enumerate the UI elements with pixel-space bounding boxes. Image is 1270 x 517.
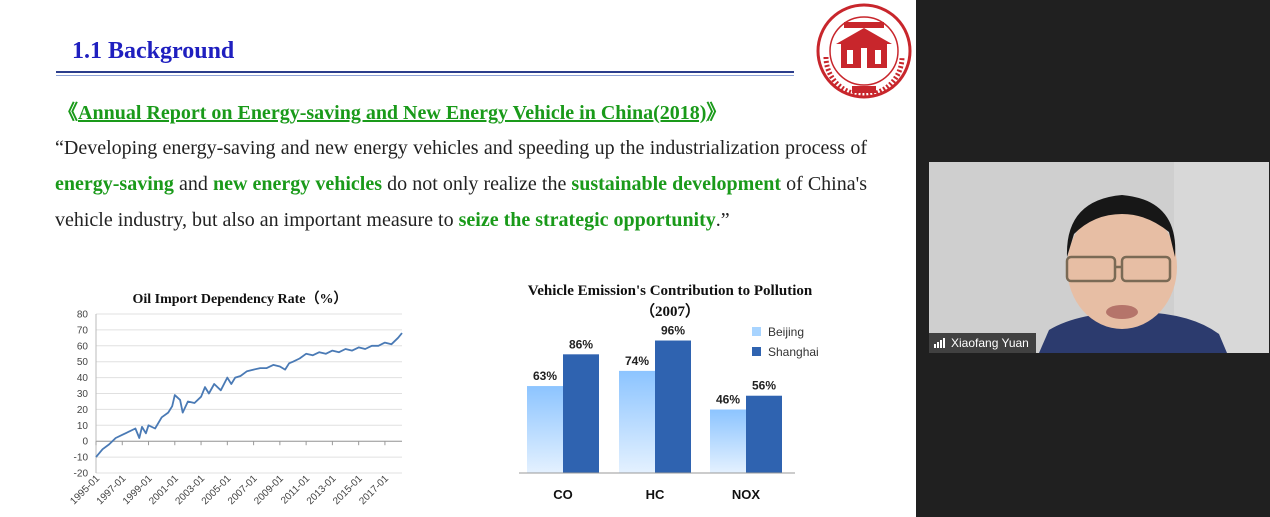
bar	[746, 395, 782, 473]
x-category-label: HC	[646, 487, 665, 502]
data-label: 74%	[625, 354, 649, 368]
x-category-label: NOX	[732, 487, 761, 502]
y-tick-label: 80	[77, 310, 89, 321]
y-tick-label: -10	[74, 453, 89, 464]
quote-paragraph: “Developing energy-saving and new energy…	[55, 130, 867, 238]
y-tick-label: 20	[77, 405, 89, 416]
report-reference: 《Annual Report on Energy-saving and New …	[58, 96, 726, 125]
legend-label: Beijing	[768, 325, 804, 339]
quote-text: “Developing energy-saving and new energy…	[55, 137, 867, 159]
legend-swatch	[752, 327, 761, 336]
report-open-bracket: 《	[58, 102, 78, 124]
y-tick-label: 60	[77, 341, 89, 352]
participant-video-feed	[929, 162, 1269, 353]
heading-rule	[56, 71, 794, 73]
university-seal-logo	[816, 3, 912, 99]
x-category-label: CO	[553, 487, 573, 502]
y-tick-label: 50	[77, 357, 89, 368]
data-label: 56%	[752, 379, 776, 393]
report-title: Annual Report on Energy-saving and New E…	[78, 102, 707, 124]
participant-video-tile[interactable]: Xiaofang Yuan	[929, 162, 1269, 353]
report-close-bracket: 》	[706, 102, 727, 124]
quote-highlight: energy-saving	[55, 173, 174, 195]
bar	[563, 354, 599, 473]
series-line	[95, 332, 403, 458]
quote-text: of China's vehicle industry, but also an…	[55, 173, 867, 231]
heading-rule-thin	[56, 75, 794, 76]
quote-highlight: new energy vehicles	[212, 173, 383, 195]
legend-swatch	[752, 347, 761, 356]
y-tick-label: 70	[77, 325, 89, 336]
participant-name: Xiaofang Yuan	[951, 336, 1029, 350]
y-tick-label: 30	[77, 389, 89, 400]
quote-text: and	[173, 173, 213, 195]
oil-import-line-chart: Oil Import Dependency Rate（%） 80 70 60 50 40 3…	[68, 291, 403, 507]
bar	[710, 409, 746, 473]
chart-title: Vehicle Emission's Contribution to Pollu…	[528, 283, 813, 299]
quote-text: do not only realize the	[382, 173, 572, 195]
y-tick-label: 40	[77, 373, 89, 384]
participant-name-tag: Xiaofang Yuan	[929, 333, 1036, 353]
legend-label: Shanghai	[768, 345, 819, 359]
emission-bar-chart: Vehicle Emission's Contribution to Pollu…	[519, 283, 819, 502]
signal-bars-icon	[934, 338, 945, 348]
quote-highlight: seize the strategic opportunity	[458, 209, 716, 231]
bar	[527, 386, 563, 473]
quote-highlight: sustainable development	[571, 173, 781, 195]
bar	[655, 340, 691, 473]
data-label: 86%	[569, 337, 593, 351]
y-tick-label: 10	[77, 421, 89, 432]
presentation-slide: 1.1 Background 《Annual Report on Energy-…	[0, 0, 916, 517]
y-tick-label: -20	[74, 469, 89, 480]
bar	[619, 370, 655, 473]
data-label: 46%	[716, 393, 740, 407]
data-label: 63%	[533, 369, 557, 383]
quote-text: .”	[715, 209, 730, 231]
chart-subtitle: （2007）	[640, 302, 700, 320]
y-tick-label: 0	[82, 437, 88, 448]
slide-heading: 1.1 Background	[72, 38, 235, 64]
chart-title: Oil Import Dependency Rate（%）	[132, 291, 347, 307]
data-label: 96%	[661, 324, 685, 338]
x-tick-label: 2017-01	[357, 473, 391, 507]
